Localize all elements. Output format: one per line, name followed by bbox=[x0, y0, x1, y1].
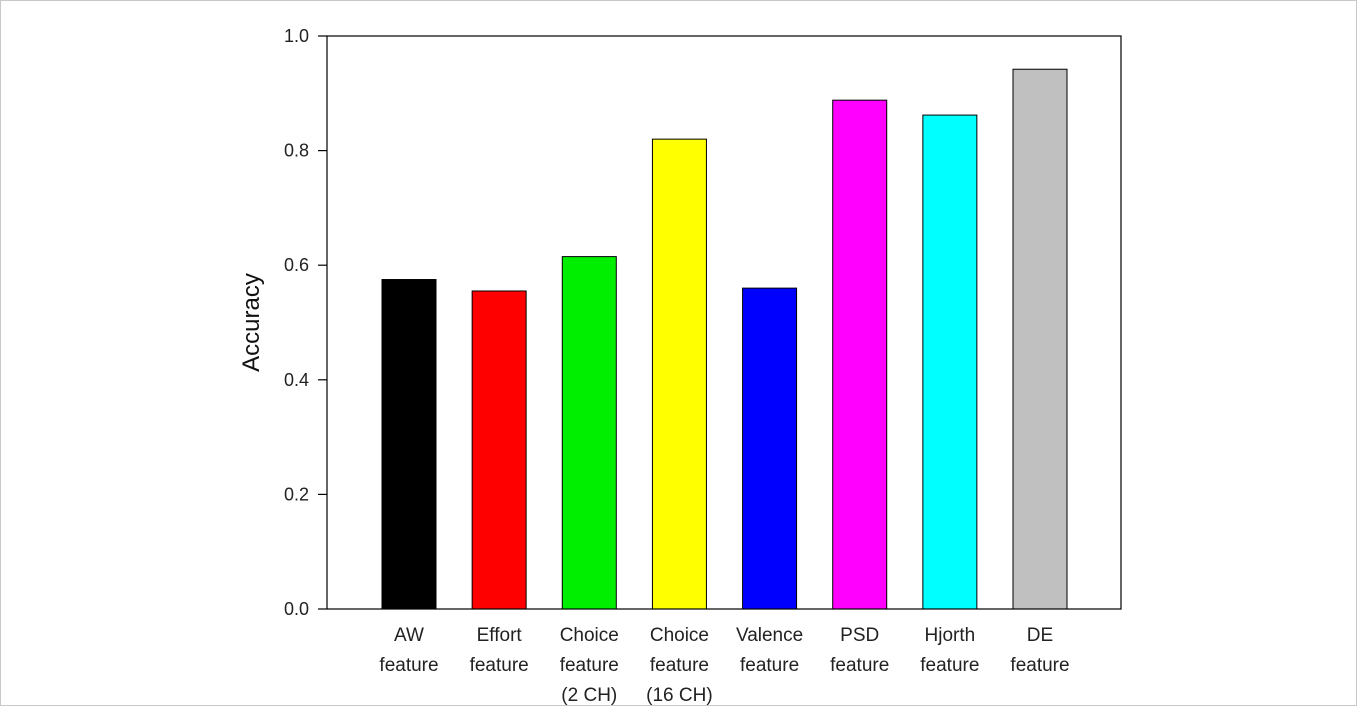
x-category-label-line: Effort bbox=[477, 625, 523, 646]
x-category-label-line: AW bbox=[394, 625, 424, 646]
x-category-label: DE feature bbox=[1010, 625, 1069, 676]
x-category-label: Effort feature bbox=[470, 625, 529, 676]
bars-layer bbox=[381, 68, 1068, 610]
x-category-label: Hjorth feature bbox=[920, 625, 979, 676]
x-category-label-line: feature bbox=[650, 655, 709, 676]
x-category-label-line: Choice bbox=[560, 625, 619, 646]
bar bbox=[381, 279, 437, 610]
bar bbox=[922, 114, 978, 610]
x-category-label: Valence feature bbox=[736, 625, 803, 676]
x-category-label: Choice feature (2 CH) bbox=[560, 625, 619, 706]
y-ticks-layer: 0.0 0.2 0.4 0.6 0.8 1.0 bbox=[284, 26, 327, 619]
bar bbox=[651, 138, 707, 610]
y-tick-label: 0.2 bbox=[284, 484, 309, 504]
x-category-label-line: feature bbox=[1010, 655, 1069, 676]
x-category-label-line: (2 CH) bbox=[561, 685, 617, 706]
bar bbox=[561, 256, 617, 610]
bar bbox=[832, 99, 888, 610]
x-category-label-line: Hjorth bbox=[925, 625, 976, 646]
y-tick-label: 0.0 bbox=[284, 599, 309, 619]
y-axis-label: Accuracy bbox=[238, 273, 265, 372]
x-category-label-line: (16 CH) bbox=[646, 685, 713, 706]
x-category-label-line: feature bbox=[740, 655, 799, 676]
x-category-label-line: Choice bbox=[650, 625, 709, 646]
x-category-label-line: feature bbox=[560, 655, 619, 676]
x-category-label-line: feature bbox=[830, 655, 889, 676]
x-category-label: PSD feature bbox=[830, 625, 889, 676]
x-category-label: Choice feature (16 CH) bbox=[646, 625, 713, 706]
bar bbox=[742, 287, 798, 610]
x-category-label-line: Valence bbox=[736, 625, 803, 646]
x-category-label-line: feature bbox=[470, 655, 529, 676]
x-category-label-line: PSD bbox=[840, 625, 879, 646]
y-tick-label: 0.4 bbox=[284, 370, 309, 390]
y-tick-label: 0.8 bbox=[284, 141, 309, 161]
x-category-label-line: DE bbox=[1027, 625, 1053, 646]
y-tick-label: 1.0 bbox=[284, 26, 309, 46]
x-category-label-line: feature bbox=[379, 655, 438, 676]
x-category-label: AW feature bbox=[379, 625, 438, 676]
x-category-label-line: feature bbox=[920, 655, 979, 676]
y-tick-label: 0.6 bbox=[284, 255, 309, 275]
x-categories-layer: AW feature Effort feature Choice feature (2 CH… bbox=[379, 625, 1069, 706]
plot-area-border bbox=[326, 35, 1122, 610]
bar bbox=[471, 290, 527, 610]
axes-layer bbox=[326, 35, 1122, 610]
bar bbox=[1012, 68, 1068, 610]
